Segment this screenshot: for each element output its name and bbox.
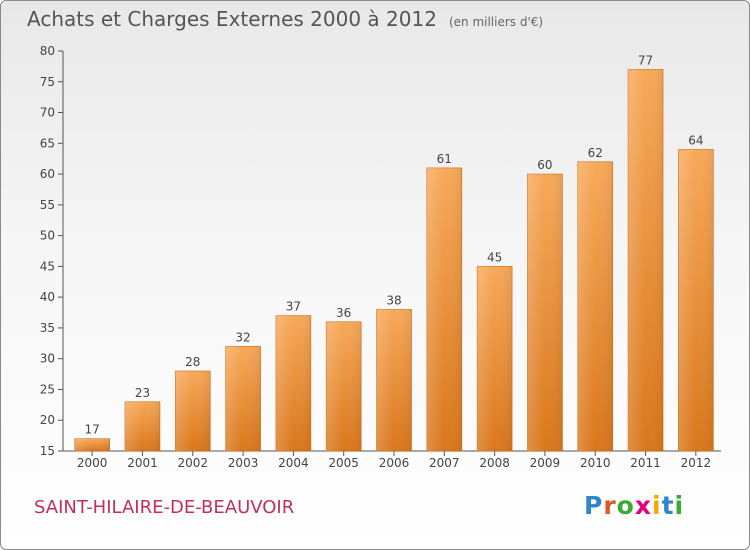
y-tick-label: 40 (40, 290, 55, 304)
x-tick-label: 2007 (429, 456, 460, 470)
x-tick-label: 2002 (177, 456, 208, 470)
title-row: Achats et Charges Externes 2000 à 2012 (e… (27, 7, 543, 31)
y-tick-label: 50 (40, 229, 55, 243)
x-tick-label: 2012 (681, 456, 712, 470)
bar-shine (175, 371, 211, 451)
bar-shine (527, 174, 563, 452)
y-tick-label: 45 (40, 259, 55, 273)
bar-shine (577, 161, 613, 451)
chart-title: Achats et Charges Externes 2000 à 2012 (27, 7, 437, 31)
bar-value-label: 62 (588, 146, 603, 160)
bar-value-label: 60 (537, 158, 552, 172)
y-tick-label: 60 (40, 167, 55, 181)
chart-subtitle: (en milliers d'€) (448, 15, 544, 29)
x-axis: 2000 2001 2002 2003 2004 2005 2006 2007 2008 2009… (63, 450, 721, 470)
bar-shine (74, 438, 110, 451)
x-tick-label: 2005 (328, 456, 359, 470)
y-tick-label: 65 (40, 136, 55, 150)
brand-letter: x (634, 491, 652, 520)
bar-value-label: 32 (235, 330, 250, 344)
bar-value-label: 23 (135, 386, 150, 400)
brand-letter: P (584, 491, 604, 520)
y-tick-label: 55 (40, 198, 55, 212)
bar-value-label: 28 (185, 355, 200, 369)
bar-value-label: 77 (638, 53, 653, 67)
bar-value-label: 38 (386, 293, 401, 307)
bar-value-label: 45 (487, 250, 502, 264)
x-tick-label: 2000 (77, 456, 108, 470)
brand-letter: t (661, 491, 675, 520)
y-tick-label: 70 (40, 106, 55, 120)
bar-value-label: 37 (286, 300, 301, 314)
bar-shine (376, 309, 412, 451)
bar-shine (628, 69, 664, 451)
commune-name: SAINT-HILAIRE-DE-BEAUVOIR (34, 497, 295, 518)
bar-shine (326, 321, 362, 451)
brand-letter: r (603, 491, 617, 520)
y-tick-label: 25 (40, 382, 55, 396)
bar-shine (477, 266, 513, 451)
x-tick-label: 2010 (580, 456, 611, 470)
x-tick-label: 2004 (278, 456, 309, 470)
x-tick-label: 2011 (630, 456, 661, 470)
bar-shine (426, 167, 462, 451)
brand-letter: i (652, 491, 662, 520)
y-tick-label: 20 (40, 413, 55, 427)
y-tick-label: 75 (40, 75, 55, 89)
bar-shine (275, 315, 311, 451)
y-axis: 15 20 25 30 35 40 45 50 55 60 65 70 75 80 (40, 44, 64, 458)
brand-logo: Proxiti (584, 491, 684, 520)
bar-value-label: 61 (437, 152, 452, 166)
y-tick-label: 15 (40, 444, 55, 458)
x-tick-label: 2003 (228, 456, 259, 470)
bar-shine (225, 346, 261, 451)
x-tick-label: 2008 (479, 456, 510, 470)
x-tick-label: 2009 (530, 456, 561, 470)
bars: 17 23 28 32 37 36 38 61 45 60 62 77 64 (74, 53, 714, 452)
bar-value-label: 36 (336, 306, 351, 320)
bar-shine (678, 149, 714, 451)
brand-letter: i (674, 491, 685, 520)
bar-shine (124, 401, 160, 451)
y-tick-label: 80 (40, 44, 55, 58)
x-tick-label: 2006 (379, 456, 410, 470)
bar-value-label: 17 (85, 423, 100, 437)
x-tick-label: 2001 (127, 456, 158, 470)
y-tick-label: 35 (40, 321, 55, 335)
bar-value-label: 64 (688, 133, 703, 147)
brand-letter: o (616, 491, 635, 520)
y-tick-label: 30 (40, 352, 55, 366)
